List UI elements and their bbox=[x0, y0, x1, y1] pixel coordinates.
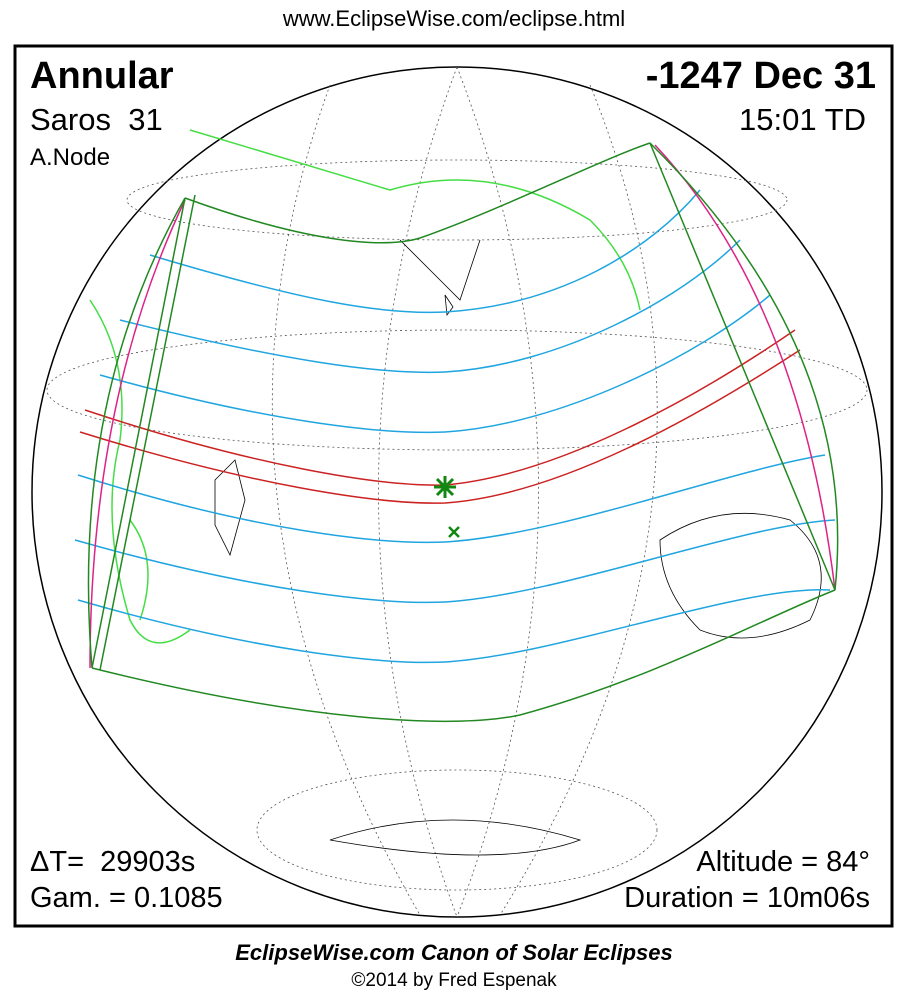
graticule bbox=[46, 66, 868, 918]
rise-set-curves bbox=[89, 144, 836, 669]
copyright: ©2014 by Fred Espenak bbox=[351, 970, 557, 991]
url: www.EclipseWise.com/eclipse.html bbox=[282, 6, 626, 31]
greatest-eclipse bbox=[434, 476, 460, 538]
time: 15:01 TD bbox=[739, 102, 866, 137]
gamma: Gam. = 0.1085 bbox=[30, 882, 223, 914]
penumbra-limits bbox=[87, 142, 839, 723]
node: A.Node bbox=[30, 144, 111, 171]
duration: Duration = 10m06s bbox=[624, 882, 870, 914]
saros: Saros 31 bbox=[30, 102, 163, 137]
delta-t: ΔT= 29903s bbox=[30, 846, 196, 878]
date: -1247 Dec 31 bbox=[645, 55, 876, 97]
altitude: Altitude = 84° bbox=[696, 846, 870, 878]
footer-title: EclipseWise.com Canon of Solar Eclipses bbox=[235, 940, 673, 965]
globe bbox=[31, 66, 883, 918]
magnitude-lines bbox=[74, 189, 836, 664]
eclipse-type: Annular bbox=[30, 55, 174, 97]
